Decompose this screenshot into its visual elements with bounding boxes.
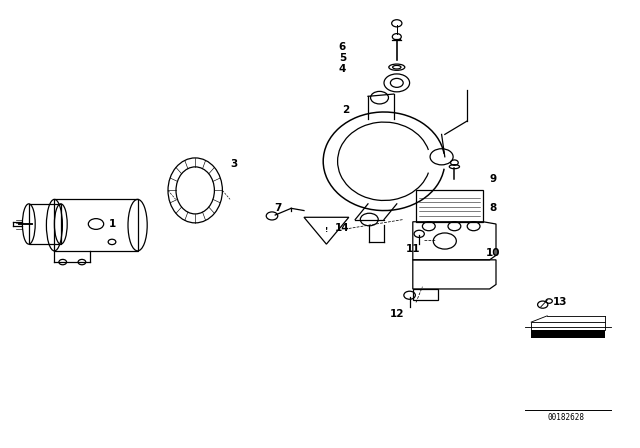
Text: 14: 14	[335, 224, 349, 233]
Text: 5: 5	[339, 53, 346, 63]
Text: 1: 1	[108, 219, 116, 229]
Text: 11: 11	[406, 244, 420, 254]
Text: 00182628: 00182628	[548, 413, 585, 422]
FancyBboxPatch shape	[531, 330, 605, 338]
Text: 3: 3	[230, 159, 237, 168]
Text: 7: 7	[275, 203, 282, 213]
Text: 6: 6	[339, 42, 346, 52]
Text: 4: 4	[339, 65, 346, 74]
Text: !: !	[324, 227, 328, 233]
Text: 9: 9	[489, 174, 497, 184]
Text: 2: 2	[342, 105, 349, 115]
Text: 12: 12	[390, 309, 404, 319]
Text: 13: 13	[553, 297, 567, 307]
Text: 8: 8	[489, 203, 497, 213]
Text: 10: 10	[486, 248, 500, 258]
Circle shape	[392, 34, 401, 40]
